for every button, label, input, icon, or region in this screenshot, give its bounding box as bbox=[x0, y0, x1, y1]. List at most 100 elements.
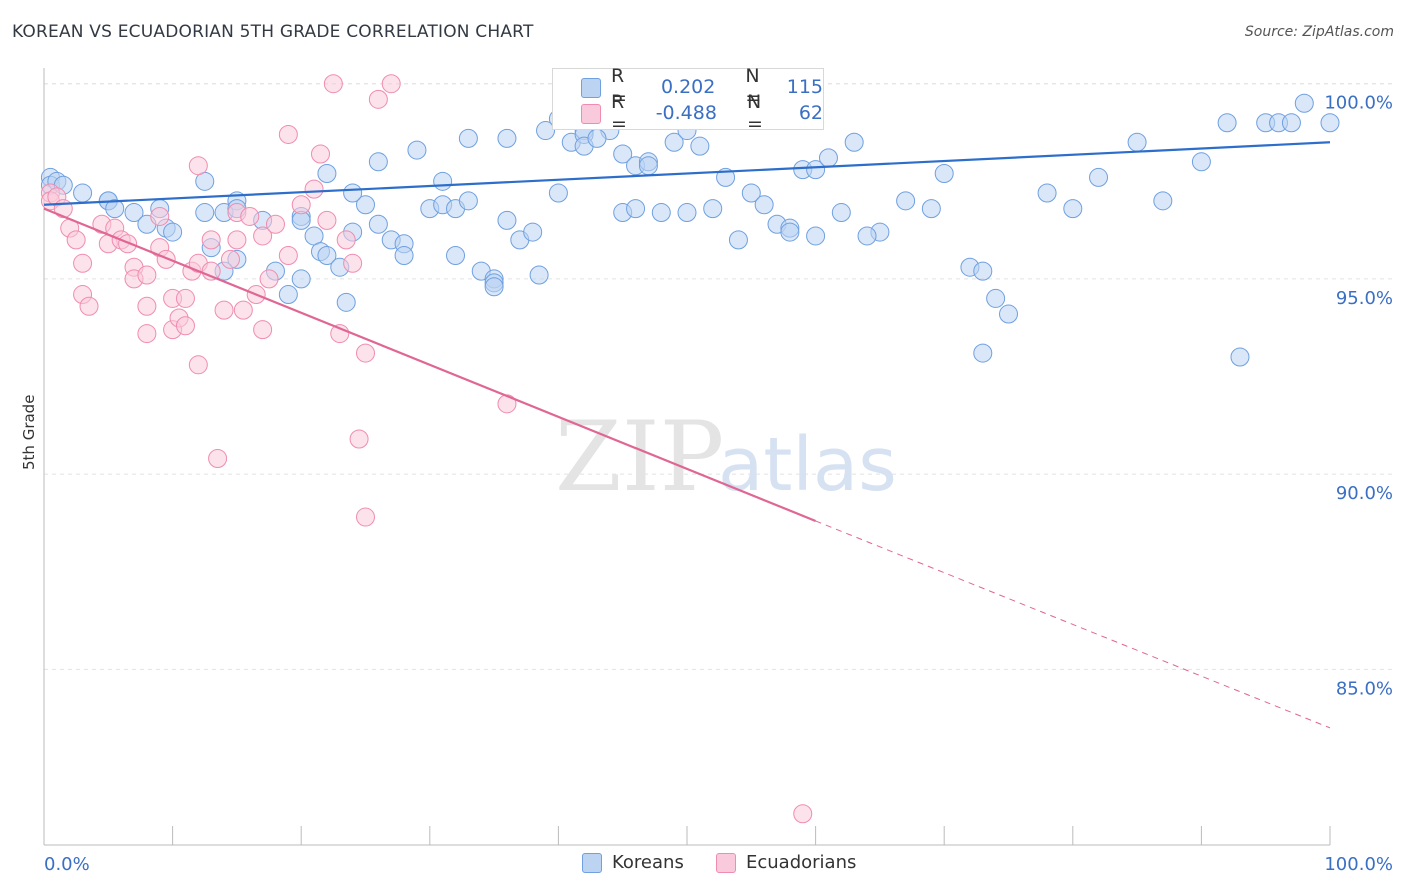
n-value: 62 bbox=[798, 102, 823, 124]
korean-point bbox=[921, 199, 941, 219]
korean-point bbox=[986, 288, 1006, 308]
ecuadorian-point bbox=[137, 324, 157, 344]
korean-point bbox=[336, 292, 356, 312]
y-tick-label: 95.0% bbox=[1336, 288, 1393, 309]
korean-point bbox=[356, 195, 375, 215]
x-tick-label: 100.0% bbox=[1324, 854, 1393, 875]
stats-legend: R = 0.202 N = 115 R = -0.488 N = 62 bbox=[552, 65, 824, 135]
chart-title: KOREAN VS ECUADORIAN 5TH GRADE CORRELATI… bbox=[12, 22, 534, 42]
n-value: 115 bbox=[786, 76, 823, 98]
legend-item-ecuadorians[interactable]: Ecuadorians bbox=[716, 852, 856, 873]
ecuadorian-stats-row: R = -0.488 N = 62 bbox=[611, 91, 823, 135]
legend-item-koreans[interactable]: Koreans bbox=[582, 852, 684, 873]
r-value: 0.202 bbox=[660, 76, 716, 98]
y-tick-label: 90.0% bbox=[1336, 483, 1393, 504]
ecuadorian-point bbox=[356, 343, 375, 363]
korean-point bbox=[1217, 113, 1237, 133]
korean-point bbox=[999, 304, 1018, 324]
korean-trend-line bbox=[43, 141, 1331, 206]
korean-point bbox=[806, 160, 826, 180]
korean-point bbox=[780, 222, 800, 242]
korean-point bbox=[1089, 167, 1109, 187]
korean-point bbox=[529, 265, 549, 285]
korean-point bbox=[536, 121, 556, 141]
korean-point bbox=[291, 269, 311, 289]
y-tick-label: 85.0% bbox=[1336, 678, 1393, 699]
korean-point bbox=[1063, 199, 1083, 219]
ecuadorian-point bbox=[188, 156, 208, 176]
korean-point bbox=[343, 183, 363, 203]
ecuadorian-point bbox=[118, 234, 138, 254]
ecuadorian-point bbox=[310, 144, 330, 164]
korean-point bbox=[124, 203, 144, 223]
ecuadorian-point bbox=[175, 288, 195, 308]
korean-point bbox=[1281, 113, 1301, 133]
korean-point bbox=[831, 203, 851, 223]
ecuadorian-point bbox=[317, 210, 337, 230]
korean-point bbox=[664, 132, 684, 152]
korean-point bbox=[1320, 113, 1340, 133]
korean-point bbox=[458, 191, 478, 211]
r-label: R = bbox=[611, 65, 627, 109]
korean-point bbox=[857, 226, 877, 246]
korean-point bbox=[497, 128, 517, 148]
n-label: N = bbox=[745, 65, 762, 109]
ecuadorian-point bbox=[150, 206, 170, 226]
korean-point bbox=[587, 128, 607, 148]
korean-point bbox=[690, 136, 710, 156]
ecuadorian-point bbox=[156, 249, 176, 269]
korean-point bbox=[638, 156, 658, 176]
korean-point bbox=[163, 222, 183, 242]
watermark-zip: ZIP bbox=[555, 401, 724, 513]
korean-point bbox=[677, 203, 697, 223]
korean-point bbox=[368, 152, 388, 172]
korean-point bbox=[651, 203, 671, 223]
korean-point bbox=[195, 203, 215, 223]
korean-point bbox=[1037, 183, 1057, 203]
ecuadorian-point bbox=[220, 249, 240, 269]
ecuadorian-point bbox=[265, 214, 285, 234]
ecuadorians-legend-swatch bbox=[716, 852, 736, 873]
ecuadorian-point bbox=[343, 253, 363, 273]
korean-point bbox=[973, 343, 993, 363]
korean-point bbox=[484, 277, 504, 297]
ecuadorian-trend-extension bbox=[815, 520, 1331, 729]
korean-point bbox=[1191, 152, 1211, 172]
r-label: R = bbox=[611, 91, 627, 135]
korean-point bbox=[497, 210, 517, 230]
korean-point bbox=[523, 222, 543, 242]
korean-point bbox=[1294, 93, 1314, 113]
ecuadorian-point bbox=[278, 124, 298, 144]
korean-stats-row: R = 0.202 N = 115 bbox=[611, 65, 823, 109]
series-legend: Koreans Ecuadorians bbox=[0, 852, 1406, 876]
ecuadorian-swatch bbox=[581, 104, 601, 124]
ecuadorian-point bbox=[214, 300, 234, 320]
ecuadorian-point bbox=[323, 74, 343, 94]
ecuadorian-point bbox=[227, 230, 247, 250]
tick-labels: 100.0% 95.0% 90.0% 85.0% 0.0% 100.0% bbox=[44, 93, 1393, 875]
korean-point bbox=[818, 148, 838, 168]
korean-point bbox=[1153, 191, 1173, 211]
ecuadorian-point bbox=[188, 355, 208, 375]
ecuadorian-point bbox=[793, 804, 813, 824]
korean-point bbox=[754, 195, 774, 215]
ecuadorian-point bbox=[79, 296, 99, 316]
ecuadorian-point bbox=[66, 230, 86, 250]
ecuadorians-legend-label: Ecuadorians bbox=[746, 852, 857, 873]
korean-point bbox=[368, 214, 388, 234]
korean-point bbox=[703, 199, 723, 219]
korean-point bbox=[741, 183, 761, 203]
source-label: Source: ZipAtlas.com bbox=[1244, 24, 1394, 40]
korean-point bbox=[626, 199, 646, 219]
ecuadorian-point bbox=[368, 89, 388, 109]
ecuadorian-point bbox=[233, 300, 253, 320]
ecuadorian-point bbox=[175, 316, 195, 336]
y-tick-label: 100.0% bbox=[1324, 93, 1393, 114]
ecuadorian-point bbox=[240, 206, 260, 226]
koreans-legend-swatch bbox=[582, 852, 602, 873]
korean-point bbox=[317, 164, 337, 184]
korean-point bbox=[73, 183, 93, 203]
x-tick-label: 0.0% bbox=[44, 854, 90, 875]
ecuadorian-point bbox=[291, 195, 311, 215]
